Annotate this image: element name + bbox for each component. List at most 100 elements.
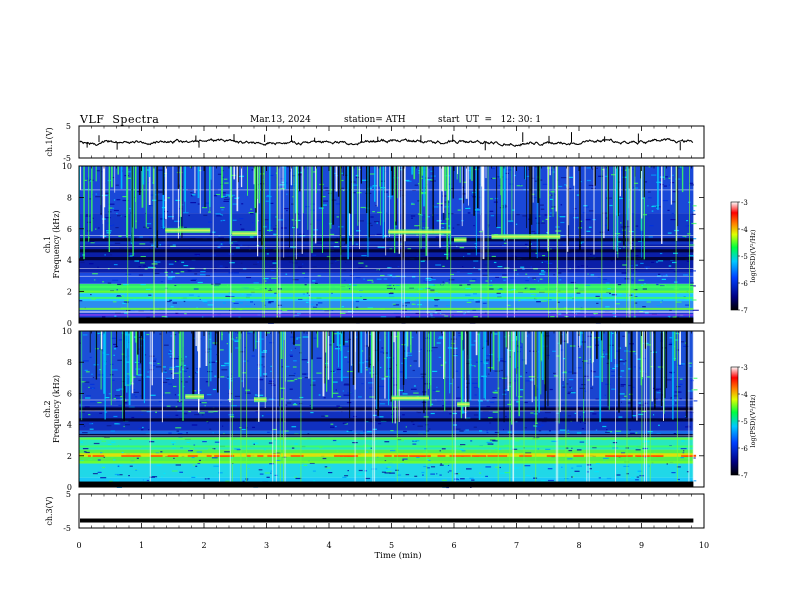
sp2-ylabel-channel: ch.2 (43, 400, 52, 417)
sp1-ytick: 6 (67, 225, 72, 234)
sp2-emission-core (391, 397, 429, 400)
sp2-red-fleck (639, 454, 647, 457)
sp2-red-fleck (150, 454, 163, 457)
ch1-colorbar-label: log(PSD)(V²/Hz) (749, 229, 757, 282)
sp1-ylabel: Frequency (kHz) (52, 210, 61, 278)
sp2-red-fleck (498, 454, 508, 457)
sp2-ytick: 2 (67, 452, 72, 461)
sp1-emission-core (454, 238, 467, 241)
sp2-red-fleck (487, 454, 499, 457)
sp2-bright-band (79, 445, 694, 448)
sp2-emission-core (457, 403, 470, 406)
ch1-colorbar-tick: -4 (741, 226, 748, 234)
sp2-bright-band (79, 453, 694, 456)
sp2-red-fleck (187, 454, 198, 457)
sp2-red-fleck (384, 454, 392, 457)
sp1-ytick: 8 (67, 193, 72, 202)
sp2-red-fleck (394, 454, 399, 457)
sp2-red-fleck (519, 454, 532, 457)
sp2-red-fleck (573, 454, 584, 457)
sp2-red-fleck (618, 454, 631, 457)
ch3-trace (80, 518, 694, 523)
sp2-ytick: 10 (62, 327, 72, 336)
sp2-red-fleck (474, 454, 487, 457)
x-tick-label: 7 (514, 541, 519, 550)
ch3-waveform-panel: 5 -5 ch.3(V) (45, 490, 705, 533)
x-tick-label: 10 (699, 541, 709, 550)
sp1-bright-band (79, 307, 694, 310)
sp1-bright-band (79, 285, 694, 288)
sp2-red-fleck (681, 454, 690, 457)
sp1-dark-band (79, 249, 694, 253)
sp2-red-fleck (449, 454, 464, 457)
ch1-colorbar-tick: -6 (741, 280, 748, 288)
sp2-red-fleck (644, 454, 660, 457)
ch3-ytick: -5 (63, 524, 71, 533)
sp1-lf-line (79, 311, 694, 313)
ch2-spectrogram-panel: 0 2 4 6 8 10 ch.2 Frequency (kHz) (43, 327, 705, 492)
sp1-ylabel-channel: ch.1 (43, 236, 52, 253)
ch2-colorbar-tick: -3 (741, 364, 748, 372)
ch1-spectrogram-panel: 0 2 4 6 8 10 ch.1 Frequency (kHz) (43, 162, 705, 328)
x-tick-label: 8 (576, 541, 581, 550)
sp1-ytick: 0 (67, 319, 72, 328)
sp1-line (79, 275, 694, 277)
figure-title: VLF Spectra (80, 113, 160, 126)
sp1-sferics (79, 166, 690, 323)
ch1-waveform-panel: 5 -5 ch.1(V) (45, 122, 705, 163)
sp1-lf-band (79, 317, 694, 323)
ch1-colorbar-tick: -3 (741, 199, 748, 207)
time-axis: 0 1 2 3 4 5 6 7 8 9 10 Time (min) (76, 541, 709, 561)
sp2-dark-band (79, 407, 694, 411)
sp2-red-fleck (87, 454, 91, 457)
ch2-colorbar-tick: -6 (741, 445, 748, 453)
x-axis-label: Time (min) (374, 550, 421, 561)
x-tick-label: 2 (201, 541, 206, 550)
ch2-colorbar-tick: -7 (741, 472, 748, 480)
sp2-bright-band (79, 437, 694, 440)
sp2-red-fleck (546, 454, 556, 457)
x-tick-label: 6 (451, 541, 456, 550)
ch2-colorbar-label: log(PSD)(V²/Hz) (749, 394, 757, 447)
ch2-colorbar-tick: -5 (741, 418, 748, 426)
sp2-red-fleck (334, 454, 343, 457)
sp1-emission-core (232, 232, 258, 235)
sp2-red-fleck (656, 454, 663, 457)
sp1-dark-band (79, 238, 694, 242)
ch3-ytick: 5 (66, 490, 71, 499)
sp2-dark-band (79, 418, 694, 422)
ch1-ytick: 5 (66, 122, 71, 131)
ch1-colorbar-tick: -5 (741, 253, 748, 261)
ch1-ylabel: ch.1(V) (45, 127, 54, 156)
colorbars: -3 -4 -5 -6 -7 log(PSD)(V²/Hz) -3 -4 -5 -6 -7 log(P… (730, 199, 757, 480)
sp1-bright-band (79, 290, 694, 293)
sp2-red-fleck (396, 454, 409, 457)
ch1-trace (79, 138, 694, 147)
x-tick-label: 1 (139, 541, 144, 550)
sp2-ylabel: Frequency (kHz) (52, 375, 61, 443)
sp1-lf-line (79, 314, 694, 316)
ch2-colorbar-tick: -4 (741, 391, 748, 399)
sp2-red-fleck (121, 454, 135, 457)
sp1-bright-band (79, 296, 694, 299)
sp1-line (79, 189, 694, 191)
sp2-line (79, 410, 694, 412)
sp2-red-fleck (92, 454, 104, 457)
x-tick-label: 0 (76, 541, 81, 550)
ch3-frame (78, 493, 705, 529)
sp1-line (79, 268, 694, 269)
sp2-red-fleck (471, 454, 479, 457)
x-tick-label: 3 (264, 541, 269, 550)
sp1-line (79, 246, 694, 247)
sp1-emission-core (388, 230, 451, 233)
x-tick-label: 4 (326, 541, 331, 550)
ch1-ytick: -5 (63, 154, 71, 163)
x-tick-label: 9 (639, 541, 644, 550)
sp2-lf-band (79, 481, 694, 487)
ch1-colorbar-tick: -7 (741, 307, 748, 315)
sp2-red-fleck (635, 454, 642, 457)
sp2-ytick: 6 (67, 389, 72, 398)
sp2-red-fleck (348, 454, 358, 457)
sp2-red-fleck (132, 454, 141, 457)
sp2-red-fleck (347, 454, 353, 457)
